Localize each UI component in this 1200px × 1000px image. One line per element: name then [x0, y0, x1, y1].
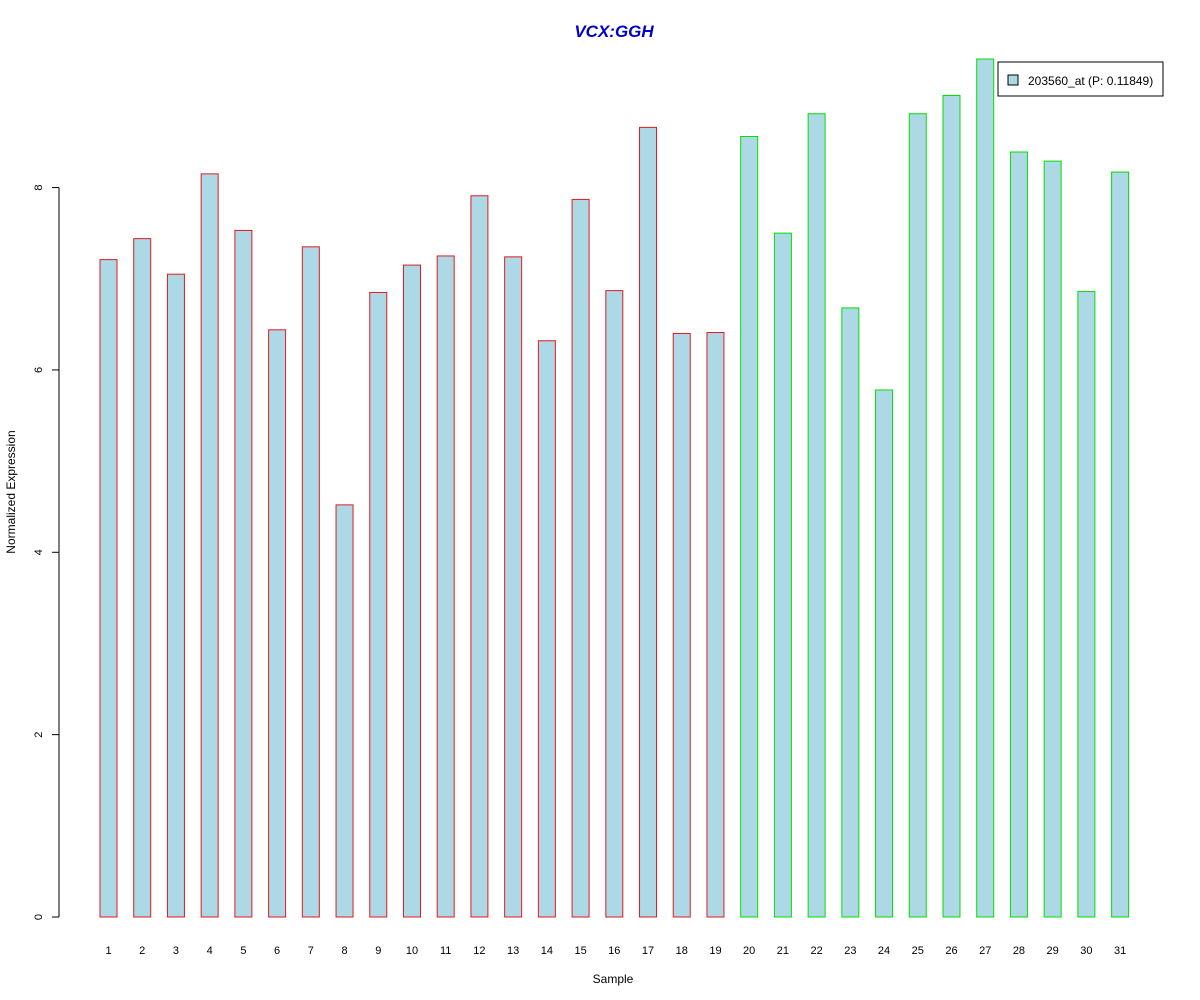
bar-sample-3: [166, 273, 185, 918]
y-tick-label: 8: [33, 185, 45, 191]
x-tick-label: 13: [507, 945, 519, 957]
x-axis-tick-labels: 1 2 3 4 5 6 7 8 9 10 11 12 13 14 15 16 17 18 19 20 21 22 23 24 2…: [105, 945, 1126, 957]
bar-sample-9: [369, 291, 388, 918]
x-tick-label: 23: [844, 945, 856, 957]
bar-sample-22: [807, 113, 826, 918]
x-tick-label: 1: [105, 945, 111, 957]
bar-sample-1: [99, 259, 118, 918]
bar-sample-31: [1111, 171, 1130, 918]
x-tick-label: 11: [440, 945, 451, 957]
x-axis-label: Sample: [593, 972, 634, 986]
legend-label: 203560_at (P: 0.11849): [1028, 74, 1153, 88]
legend-box: [997, 61, 1164, 97]
y-axis: 0 2 4 6 8: [33, 185, 60, 920]
bar-sample-2: [133, 238, 152, 918]
x-tick-label: 19: [709, 945, 721, 957]
bar-sample-8: [335, 504, 354, 918]
bar-sample-26: [942, 94, 961, 918]
x-tick-label: 30: [1080, 945, 1092, 957]
bar-sample-25: [908, 113, 927, 918]
x-tick-label: 31: [1114, 945, 1126, 957]
bar-sample-6: [268, 329, 287, 918]
x-tick-label: 3: [173, 945, 179, 957]
x-tick-label: 18: [676, 945, 688, 957]
bar-sample-21: [773, 232, 792, 918]
x-tick-label: 6: [274, 945, 280, 957]
bar-sample-23: [841, 307, 860, 918]
x-tick-label: 8: [341, 945, 347, 957]
legend: 203560_at (P: 0.11849): [997, 61, 1164, 97]
y-tick-label: 0: [33, 914, 45, 920]
x-tick-label: 5: [240, 945, 246, 957]
x-tick-label: 20: [743, 945, 755, 957]
x-tick-label: 2: [139, 945, 145, 957]
x-tick-label: 24: [878, 945, 890, 957]
x-tick-label: 29: [1047, 945, 1059, 957]
x-tick-label: 4: [207, 945, 213, 957]
bar-sample-19: [706, 332, 725, 918]
bar-sample-7: [301, 246, 320, 918]
bar-sample-14: [537, 340, 556, 918]
x-tick-label: 16: [608, 945, 620, 957]
x-tick-label: 27: [979, 945, 991, 957]
x-tick-label: 21: [777, 945, 789, 957]
bar-sample-20: [740, 136, 759, 918]
bar-sample-29: [1043, 160, 1062, 918]
x-tick-label: 10: [406, 945, 418, 957]
bar-sample-10: [402, 264, 421, 918]
x-tick-label: 28: [1013, 945, 1025, 957]
bar-sample-5: [234, 229, 253, 918]
legend-swatch: [1007, 74, 1019, 86]
x-tick-label: 17: [642, 945, 654, 957]
x-tick-label: 9: [375, 945, 381, 957]
y-tick-label: 4: [33, 549, 45, 555]
x-tick-label: 25: [912, 945, 924, 957]
chart-title: VCX:GGH: [574, 22, 654, 41]
bar-sample-28: [1009, 151, 1028, 918]
bar-sample-27: [976, 58, 995, 918]
x-tick-label: 12: [473, 945, 485, 957]
bar-sample-11: [436, 255, 455, 918]
y-tick-label: 6: [33, 367, 45, 373]
bar-sample-12: [470, 195, 489, 918]
bar-sample-30: [1077, 291, 1096, 918]
bar-sample-4: [200, 173, 219, 918]
y-tick-label: 2: [33, 732, 45, 738]
bar-sample-13: [504, 256, 523, 918]
x-tick-label: 22: [810, 945, 822, 957]
x-tick-label: 26: [945, 945, 957, 957]
x-tick-label: 15: [574, 945, 586, 957]
bar-sample-16: [605, 290, 624, 918]
bar-sample-18: [672, 332, 691, 918]
bars: [99, 58, 1130, 918]
y-axis-label: Normalized Expression: [4, 430, 18, 553]
bar-sample-15: [571, 198, 590, 918]
bar-sample-24: [875, 389, 894, 918]
x-tick-label: 7: [308, 945, 314, 957]
bar-sample-17: [639, 126, 658, 918]
x-tick-label: 14: [541, 945, 553, 957]
